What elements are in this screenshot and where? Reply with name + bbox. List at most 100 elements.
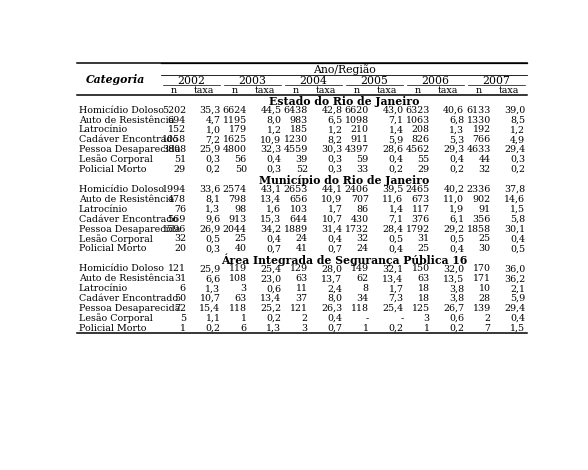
Text: 44: 44 bbox=[479, 155, 491, 164]
Text: 11,0: 11,0 bbox=[443, 195, 465, 204]
Text: 656: 656 bbox=[289, 195, 308, 204]
Text: 1,2: 1,2 bbox=[266, 125, 282, 134]
Text: 30,3: 30,3 bbox=[321, 145, 342, 154]
Text: 32: 32 bbox=[479, 165, 491, 174]
Text: 0,4: 0,4 bbox=[449, 244, 465, 253]
Text: 1,5: 1,5 bbox=[510, 205, 525, 214]
Text: 149: 149 bbox=[350, 265, 369, 274]
Text: 31: 31 bbox=[417, 235, 430, 243]
Text: Policial Morto: Policial Morto bbox=[79, 165, 146, 174]
Text: 0,2: 0,2 bbox=[205, 165, 220, 174]
Text: 44,1: 44,1 bbox=[322, 185, 342, 194]
Text: 4,9: 4,9 bbox=[510, 135, 525, 144]
Text: 2653: 2653 bbox=[283, 185, 308, 194]
Text: Cadáver Encontrado: Cadáver Encontrado bbox=[79, 294, 178, 303]
Text: 8,1: 8,1 bbox=[205, 195, 220, 204]
Text: 208: 208 bbox=[412, 125, 430, 134]
Text: 171: 171 bbox=[473, 274, 491, 283]
Text: 766: 766 bbox=[473, 135, 491, 144]
Text: 4,7: 4,7 bbox=[205, 116, 220, 125]
Text: 1889: 1889 bbox=[284, 225, 308, 234]
Text: Auto de Resistência: Auto de Resistência bbox=[79, 195, 174, 204]
Text: 39,0: 39,0 bbox=[504, 106, 525, 115]
Text: Cadáver Encontrado: Cadáver Encontrado bbox=[79, 135, 178, 144]
Text: 50: 50 bbox=[235, 165, 247, 174]
Text: 0,2: 0,2 bbox=[205, 324, 220, 333]
Text: 29: 29 bbox=[174, 165, 186, 174]
Text: 50: 50 bbox=[174, 294, 186, 303]
Text: Policial Morto: Policial Morto bbox=[79, 244, 146, 253]
Text: 52: 52 bbox=[296, 165, 308, 174]
Text: 1625: 1625 bbox=[223, 135, 247, 144]
Text: n: n bbox=[232, 86, 238, 95]
Text: 673: 673 bbox=[412, 195, 430, 204]
Text: 1,2: 1,2 bbox=[510, 125, 525, 134]
Text: 10,9: 10,9 bbox=[321, 195, 342, 204]
Text: 32,3: 32,3 bbox=[260, 145, 282, 154]
Text: 28: 28 bbox=[479, 294, 491, 303]
Text: 2: 2 bbox=[485, 314, 491, 323]
Text: 7,1: 7,1 bbox=[389, 215, 403, 224]
Text: 35,3: 35,3 bbox=[199, 106, 220, 115]
Text: taxa: taxa bbox=[499, 86, 519, 95]
Text: 0,4: 0,4 bbox=[510, 235, 525, 243]
Text: n: n bbox=[293, 86, 299, 95]
Text: 0,7: 0,7 bbox=[266, 244, 282, 253]
Text: 121: 121 bbox=[168, 265, 186, 274]
Text: 0,4: 0,4 bbox=[389, 244, 403, 253]
Text: 0,3: 0,3 bbox=[205, 155, 220, 164]
Text: 911: 911 bbox=[350, 135, 369, 144]
Text: 0,2: 0,2 bbox=[449, 165, 465, 174]
Text: 913: 913 bbox=[229, 215, 247, 224]
Text: 152: 152 bbox=[168, 125, 186, 134]
Text: 6133: 6133 bbox=[466, 106, 491, 115]
Text: 150: 150 bbox=[412, 265, 430, 274]
Text: 8,2: 8,2 bbox=[328, 135, 342, 144]
Text: 0,4: 0,4 bbox=[328, 235, 342, 243]
Text: 28,4: 28,4 bbox=[382, 225, 403, 234]
Text: 6,5: 6,5 bbox=[327, 116, 342, 125]
Text: 1,7: 1,7 bbox=[328, 205, 342, 214]
Text: 6,8: 6,8 bbox=[449, 116, 465, 125]
Text: 1732: 1732 bbox=[345, 225, 369, 234]
Text: 0,2: 0,2 bbox=[389, 165, 403, 174]
Text: 798: 798 bbox=[229, 195, 247, 204]
Text: 0,5: 0,5 bbox=[205, 235, 220, 243]
Text: 26,9: 26,9 bbox=[199, 225, 220, 234]
Text: 18: 18 bbox=[417, 294, 430, 303]
Text: 32: 32 bbox=[357, 235, 369, 243]
Text: 5,8: 5,8 bbox=[510, 215, 525, 224]
Text: 7: 7 bbox=[485, 324, 491, 333]
Text: 3: 3 bbox=[423, 314, 430, 323]
Text: 5202: 5202 bbox=[162, 106, 186, 115]
Text: 8,5: 8,5 bbox=[510, 116, 525, 125]
Text: 7,1: 7,1 bbox=[389, 116, 403, 125]
Text: 0,4: 0,4 bbox=[449, 155, 465, 164]
Text: 5,3: 5,3 bbox=[449, 135, 465, 144]
Text: 376: 376 bbox=[412, 215, 430, 224]
Text: 28,6: 28,6 bbox=[382, 145, 403, 154]
Text: 2007: 2007 bbox=[483, 76, 510, 86]
Text: 3,8: 3,8 bbox=[449, 294, 465, 303]
Text: 10: 10 bbox=[479, 284, 491, 293]
Text: Pessoa Desaparecida: Pessoa Desaparecida bbox=[79, 145, 181, 154]
Text: 23,0: 23,0 bbox=[260, 274, 282, 283]
Text: 25,2: 25,2 bbox=[260, 304, 282, 313]
Text: 41: 41 bbox=[296, 244, 308, 253]
Text: 2044: 2044 bbox=[223, 225, 247, 234]
Text: 0,3: 0,3 bbox=[328, 155, 342, 164]
Text: 98: 98 bbox=[235, 205, 247, 214]
Text: 6,1: 6,1 bbox=[449, 215, 465, 224]
Text: 29,2: 29,2 bbox=[443, 225, 465, 234]
Text: 36,2: 36,2 bbox=[504, 274, 525, 283]
Text: 0,4: 0,4 bbox=[328, 314, 342, 323]
Text: 0,5: 0,5 bbox=[388, 235, 403, 243]
Text: 39: 39 bbox=[296, 155, 308, 164]
Text: 0,2: 0,2 bbox=[449, 324, 465, 333]
Text: 2574: 2574 bbox=[223, 185, 247, 194]
Text: 25: 25 bbox=[235, 235, 247, 243]
Text: 10,7: 10,7 bbox=[199, 294, 220, 303]
Text: 63: 63 bbox=[235, 294, 247, 303]
Text: 694: 694 bbox=[168, 116, 186, 125]
Text: 37: 37 bbox=[296, 294, 308, 303]
